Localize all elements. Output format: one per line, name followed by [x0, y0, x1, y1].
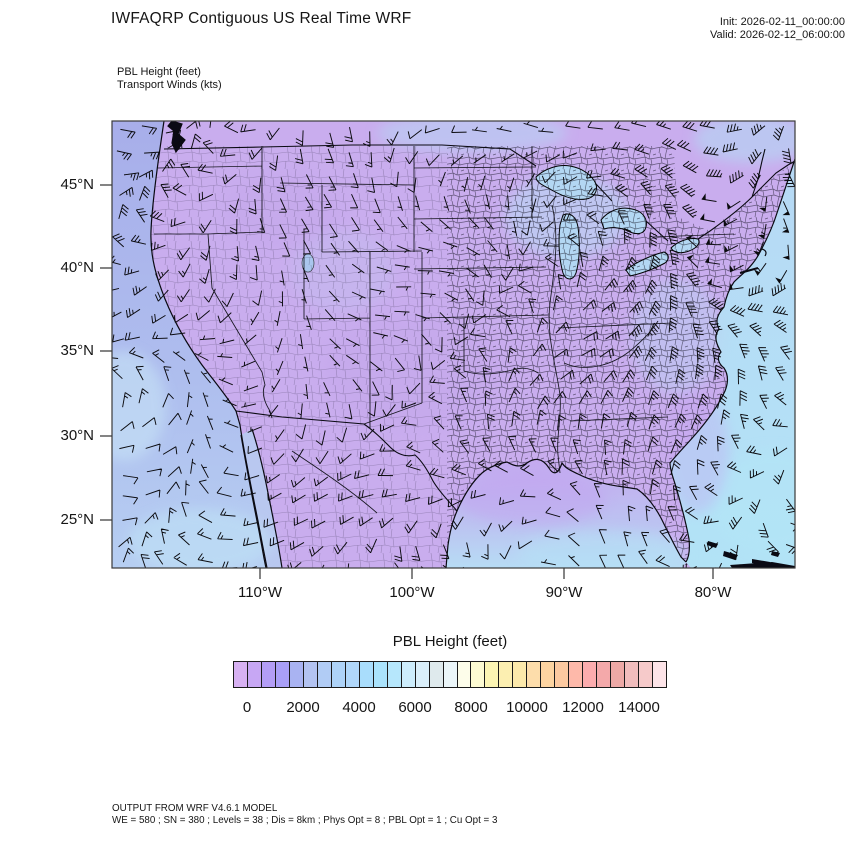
- colorbar-cell: [582, 662, 597, 687]
- colorbar-tick-label: 6000: [398, 699, 432, 716]
- colorbar-cell: [344, 662, 359, 687]
- lat-tick-label: 45°N: [60, 176, 94, 193]
- colorbar-cell: [456, 662, 471, 687]
- page-title: IWFAQRP Contiguous US Real Time WRF: [111, 10, 412, 27]
- colorbar-cell: [554, 662, 569, 687]
- colorbar-tick-label: 0: [242, 699, 252, 716]
- wind-barbs-layer: [112, 121, 795, 568]
- colorbar-title: PBL Height (feet): [392, 633, 508, 650]
- colorbar-cell: [274, 662, 289, 687]
- colorbar-cell: [638, 662, 653, 687]
- lat-tick-label: 30°N: [60, 427, 94, 444]
- colorbar-cell: [260, 662, 275, 687]
- colorbar-cell: [246, 662, 261, 687]
- colorbar-cell: [234, 662, 247, 687]
- wind-pennants: [686, 193, 790, 290]
- map-frame: [111, 120, 796, 569]
- colorbar-tick-label: 14000: [618, 699, 660, 716]
- colorbar-cell: [400, 662, 415, 687]
- colorbar-cell: [498, 662, 513, 687]
- colorbar-cell: [442, 662, 457, 687]
- init-timestamp: Init: 2026-02-11_00:00:00: [719, 16, 845, 28]
- colorbar-cell: [386, 662, 401, 687]
- colorbar-cell: [596, 662, 611, 687]
- lat-tick-label: 25°N: [60, 511, 94, 528]
- colorbar-cell: [512, 662, 527, 687]
- colorbar-cell: [624, 662, 639, 687]
- colorbar-cell: [484, 662, 499, 687]
- colorbar-tick-label: 8000: [454, 699, 488, 716]
- footer-config-line: WE = 580 ; SN = 380 ; Levels = 38 ; Dis …: [112, 815, 498, 826]
- lat-tick-label: 35°N: [60, 342, 94, 359]
- colorbar-cell: [568, 662, 583, 687]
- colorbar-cell: [358, 662, 373, 687]
- colorbar-tick-label: 10000: [506, 699, 548, 716]
- colorbar-tick-label: 4000: [342, 699, 376, 716]
- lon-tick-label: 100°W: [389, 584, 435, 601]
- colorbar-cell: [652, 662, 667, 687]
- map-canvas: [112, 121, 795, 568]
- colorbar-cell: [526, 662, 541, 687]
- colorbar-cell: [316, 662, 331, 687]
- colorbar-cell: [302, 662, 317, 687]
- axis-tick-marks: [100, 184, 714, 579]
- colorbar-cell: [414, 662, 429, 687]
- county-boundaries-texture: [112, 121, 795, 568]
- colorbar-cell: [610, 662, 625, 687]
- colorbar-cell: [372, 662, 387, 687]
- colorbar-tick-label: 2000: [286, 699, 320, 716]
- lon-tick-label: 110°W: [237, 584, 283, 601]
- field-label-winds: Transport Winds (kts): [117, 79, 222, 91]
- colorbar-cell: [288, 662, 303, 687]
- colorbar: [233, 661, 667, 688]
- state-boundaries: [154, 146, 735, 514]
- valid-timestamp: Valid: 2026-02-12_06:00:00: [710, 29, 845, 41]
- lat-tick-label: 40°N: [60, 259, 94, 276]
- field-label-pbl: PBL Height (feet): [117, 66, 201, 78]
- national-borders: [163, 144, 795, 512]
- colorbar-cell: [540, 662, 555, 687]
- colorbar-tick-label: 12000: [562, 699, 604, 716]
- colorbar-cell: [470, 662, 485, 687]
- colorbar-cell: [330, 662, 345, 687]
- footer-model-line: OUTPUT FROM WRF V4.6.1 MODEL: [112, 803, 278, 814]
- colorbar-cell: [428, 662, 443, 687]
- lon-tick-label: 90°W: [545, 584, 583, 601]
- lon-tick-label: 80°W: [694, 584, 732, 601]
